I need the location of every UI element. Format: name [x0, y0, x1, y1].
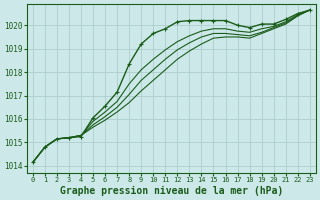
X-axis label: Graphe pression niveau de la mer (hPa): Graphe pression niveau de la mer (hPa): [60, 186, 283, 196]
